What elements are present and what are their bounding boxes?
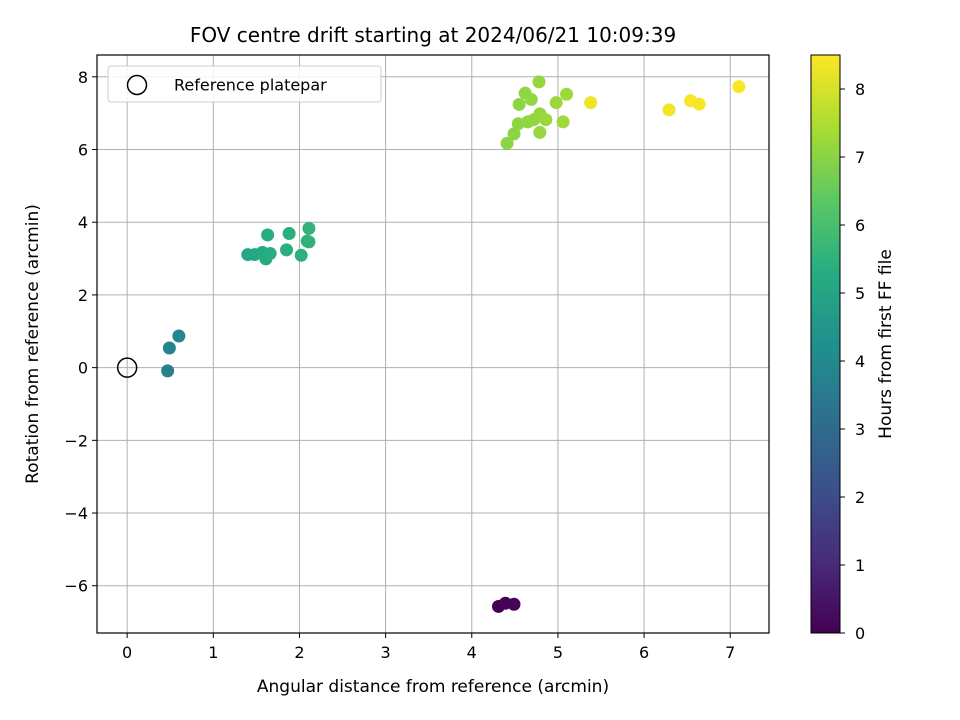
colorbar-frame (810, 54, 841, 634)
x-axis-label: Angular distance from reference (arcmin) (257, 677, 609, 697)
scatter-point-14 (294, 248, 308, 262)
y-axis-label: Rotation from reference (arcmin) (23, 204, 43, 484)
scatter-points (161, 75, 746, 613)
scatter-point-32 (560, 87, 574, 101)
y-tick-label-2: −2 (64, 431, 88, 450)
colorbar-tick-label-1: 1 (855, 556, 865, 575)
scatter-point-33 (584, 96, 598, 110)
scatter-point-21 (512, 97, 526, 111)
x-tick-label-6: 6 (639, 643, 649, 662)
plot-frame (96, 54, 770, 634)
scatter-point-18 (500, 136, 514, 150)
y-tick-label-4: 2 (78, 286, 88, 305)
x-tick-label-4: 4 (467, 643, 477, 662)
colorbar-tick-label-0: 0 (855, 624, 865, 643)
x-tick-label-7: 7 (725, 643, 735, 662)
y-axis-ticks: −6 −4 −2 0 2 4 6 8 (64, 68, 97, 596)
colorbar-tick-label-4: 4 (855, 352, 865, 371)
legend-box (107, 65, 382, 103)
scatter-point-10 (261, 228, 275, 242)
scatter-point-31 (556, 115, 570, 129)
scatter-point-5 (172, 329, 186, 343)
scatter-point-26 (532, 75, 546, 89)
y-tick-label-1: −4 (64, 504, 88, 523)
colorbar-tick-label-7: 7 (855, 148, 865, 167)
colorbar-tick-label-3: 3 (855, 420, 865, 439)
colorbar-tick-label-5: 5 (855, 284, 865, 303)
scatter-point-36 (692, 97, 706, 111)
scatter-point-13 (282, 226, 296, 240)
scatter-point-29 (539, 113, 553, 127)
grid-lines (97, 55, 769, 633)
y-tick-label-5: 4 (78, 213, 88, 232)
scatter-point-4 (162, 341, 176, 355)
colorbar-tick-label-8: 8 (855, 80, 865, 99)
legend: Reference platepar (107, 65, 382, 103)
x-axis-ticks: 0 1 2 3 4 5 6 7 (122, 633, 735, 662)
scatter-point-30 (549, 96, 563, 110)
colorbar: 0 1 2 3 4 5 6 7 8 Hours from first FF file (810, 54, 896, 643)
scatter-point-28 (533, 125, 547, 139)
colorbar-tick-label-6: 6 (855, 216, 865, 235)
x-tick-label-3: 3 (381, 643, 391, 662)
scatter-point-19 (507, 127, 521, 141)
legend-marker-reference (126, 74, 148, 96)
colorbar-tick-label-2: 2 (855, 488, 865, 507)
y-tick-label-6: 6 (78, 141, 88, 160)
colorbar-ticks: 0 1 2 3 4 5 6 7 8 (840, 80, 865, 643)
reference-platepar-marker (116, 357, 138, 378)
scatter-point-34 (662, 103, 676, 117)
colorbar-label: Hours from first FF file (876, 249, 896, 439)
scatter-point-24 (524, 92, 538, 106)
x-tick-label-5: 5 (553, 643, 563, 662)
scatter-point-2 (507, 597, 521, 611)
x-tick-label-1: 1 (208, 643, 218, 662)
scatter-point-17 (302, 221, 316, 235)
y-tick-label-0: −6 (64, 577, 88, 596)
y-tick-label-7: 8 (78, 68, 88, 87)
chart-title: FOV centre drift starting at 2024/06/21 … (190, 23, 676, 47)
y-tick-label-3: 0 (78, 359, 88, 378)
x-tick-label-0: 0 (122, 643, 132, 662)
scatter-point-3 (161, 364, 175, 378)
colorbar-gradient (811, 55, 840, 633)
scatter-point-11 (263, 246, 277, 260)
reference-marker-layer (116, 357, 138, 378)
scatter-point-37 (732, 80, 746, 94)
scatter-point-12 (280, 243, 294, 257)
scatter-point-16 (302, 235, 316, 249)
x-tick-label-2: 2 (294, 643, 304, 662)
legend-label-reference: Reference platepar (174, 76, 327, 95)
